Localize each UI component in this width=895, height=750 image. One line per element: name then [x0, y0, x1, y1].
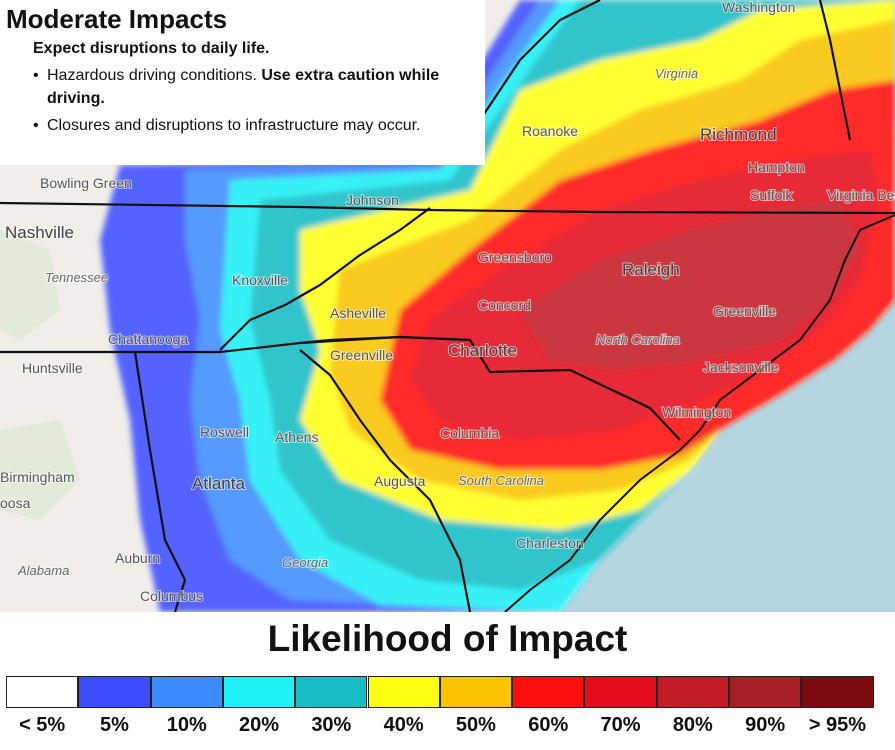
legend-swatch [512, 676, 585, 708]
ga-sc-border [299, 349, 472, 612]
label-tennessee: Tennessee [45, 270, 108, 285]
label-virginia-beach: Virginia Beach [827, 187, 895, 203]
legend-swatch [295, 676, 368, 708]
legend-label: 20% [239, 714, 280, 736]
bullet-dot: • [33, 67, 39, 84]
label-chattanooga: Chattanooga [108, 331, 188, 347]
label-nashville: Nashville [5, 223, 74, 242]
label-greensboro: Greensboro [478, 249, 552, 265]
legend-title: Likelihood of Impact [267, 618, 628, 659]
legend-label: 80% [672, 714, 713, 736]
legend-swatch [6, 676, 79, 708]
impact-map: Washington Virginia Roanoke Richmond Ham… [0, 0, 895, 612]
legend-swatch [801, 676, 874, 708]
legend-swatch [584, 676, 657, 708]
label-roswell: Roswell [200, 424, 249, 440]
label-alabama: Alabama [17, 563, 69, 578]
info-bullet: • Hazardous driving conditions. Use extr… [33, 64, 473, 110]
wv-border [479, 0, 601, 121]
legend-swatch [656, 676, 729, 708]
label-georgia: Georgia [282, 555, 328, 570]
impact-info-box: Moderate Impacts Expect disruptions to d… [0, 0, 485, 165]
atlantic-ocean [560, 300, 895, 612]
label-raleigh: Raleigh [622, 260, 680, 279]
md-border [818, 0, 852, 141]
legend-label: 60% [528, 714, 569, 736]
label-roanoke: Roanoke [522, 123, 578, 139]
legend-swatch [222, 676, 296, 708]
legend-swatch [78, 676, 151, 708]
legend-label: 5% [99, 714, 129, 736]
label-concord: Concord [478, 297, 531, 313]
info-bullet: • Closures and disruptions to infrastruc… [33, 114, 473, 160]
label-suffolk: Suffolk [750, 187, 794, 203]
bullet-emphasis: Use extra caution while driving. [47, 67, 440, 107]
legend-label: < 5% [19, 714, 66, 736]
legend-swatch [729, 676, 802, 708]
legend-label: 40% [383, 714, 424, 736]
label-bowling-green: Bowling Green [40, 175, 132, 191]
label-virginia: Virginia [655, 66, 698, 81]
label-athens: Athens [275, 429, 319, 445]
legend-swatch [367, 676, 440, 708]
label-hampton: Hampton [748, 159, 805, 175]
map-svg: Washington Virginia Roanoke Richmond Ham… [0, 0, 895, 612]
label-south-carolina: South Carolina [458, 473, 544, 488]
label-greenville-sc: Greenville [330, 347, 393, 363]
legend-swatch [439, 676, 513, 708]
info-subtitle: Expect disruptions to daily life. [33, 40, 270, 57]
legend-label: 10% [166, 714, 207, 736]
info-title: Moderate Impacts [6, 4, 228, 34]
label-hoosa: oosa [0, 495, 31, 511]
label-charleston: Charleston [516, 535, 584, 551]
state-borders [0, 0, 895, 612]
label-columbia: Columbia [440, 425, 499, 441]
label-huntsville: Huntsville [22, 360, 83, 376]
forest-patch [0, 420, 80, 520]
label-auburn: Auburn [115, 550, 160, 566]
label-augusta: Augusta [374, 473, 426, 489]
label-richmond: Richmond [700, 125, 777, 144]
bullet-text: Closures and disruptions to infrastructu… [47, 117, 421, 134]
label-columbus: Columbus [140, 588, 203, 604]
legend-label: 50% [455, 714, 496, 736]
label-birmingham: Birmingham [0, 469, 75, 485]
label-charlotte: Charlotte [448, 341, 517, 360]
label-wilmington: Wilmington [662, 404, 731, 420]
va-border [0, 201, 895, 215]
bullet-text: Hazardous driving conditions. [47, 67, 262, 84]
impact-probability-field [100, 0, 895, 612]
legend-label: > 95% [808, 714, 867, 736]
legend-swatch [150, 676, 223, 708]
nc-sc-border [299, 335, 681, 441]
label-jacksonville: Jacksonville [703, 359, 779, 375]
bullet-dot: • [33, 117, 39, 134]
label-johnson: Johnson [346, 192, 399, 208]
label-atlanta: Atlanta [192, 474, 245, 493]
label-washington: Washington [722, 0, 795, 15]
coastline [504, 214, 895, 612]
legend-label: 30% [311, 714, 352, 736]
tn-nc-border [219, 207, 431, 351]
forest-patch [0, 230, 60, 340]
label-knoxville: Knoxville [232, 272, 288, 288]
label-asheville: Asheville [330, 305, 386, 321]
label-greenville-nc: Greenville [713, 303, 776, 319]
legend-label: 70% [600, 714, 641, 736]
label-north-carolina: North Carolina [596, 332, 680, 347]
legend-label: 90% [745, 714, 786, 736]
al-ga-border [133, 351, 187, 612]
